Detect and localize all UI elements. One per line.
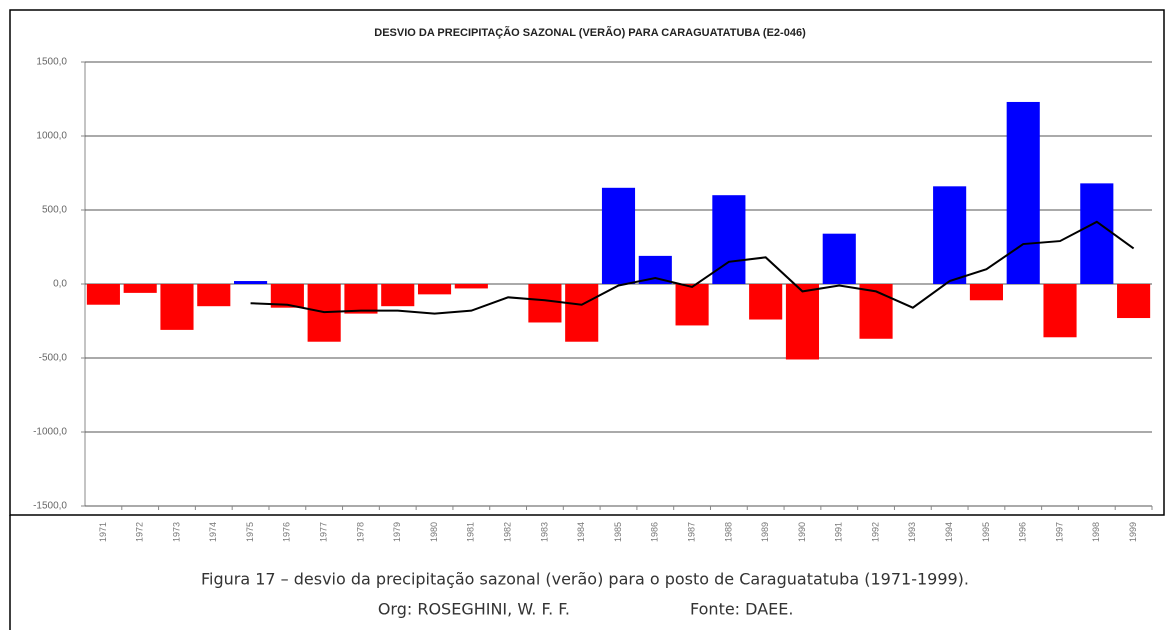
x-tick-label: 1977 — [319, 522, 329, 542]
x-tick-label: 1999 — [1128, 522, 1138, 542]
bar — [528, 284, 562, 323]
x-tick-label: 1982 — [502, 522, 512, 542]
x-tick-label: 1993 — [907, 522, 917, 542]
x-tick-label: 1990 — [797, 522, 807, 542]
y-tick-label: -1000,0 — [33, 427, 67, 438]
x-tick-label: 1991 — [834, 522, 844, 542]
chart-title: DESVIO DA PRECIPITAÇÃO SAZONAL (VERÃO) P… — [374, 26, 806, 39]
bar — [270, 284, 304, 308]
bar — [1117, 284, 1151, 319]
x-tick-label: 1988 — [723, 522, 733, 542]
bar — [197, 284, 231, 307]
x-tick-label: 1986 — [650, 522, 660, 542]
y-tick-label: -500,0 — [39, 353, 68, 364]
x-tick-label: 1975 — [245, 522, 255, 542]
x-tick-label: 1989 — [760, 522, 770, 542]
bar — [417, 284, 452, 295]
bar — [785, 284, 820, 360]
x-tick-label: 1979 — [392, 522, 402, 542]
x-tick-label: 1981 — [466, 522, 476, 542]
x-tick-label: 1983 — [539, 522, 549, 542]
bar — [344, 284, 378, 314]
x-tick-label: 1987 — [686, 522, 696, 542]
y-tick-label: 1500,0 — [36, 57, 67, 68]
x-tick-label: 1985 — [613, 522, 623, 542]
x-tick-label: 1994 — [944, 522, 954, 542]
bar — [601, 187, 636, 284]
bar — [565, 284, 599, 342]
y-tick-label: 0,0 — [53, 279, 67, 290]
bar — [1043, 284, 1077, 338]
x-tick-label: 1971 — [98, 522, 108, 542]
bar — [1006, 101, 1040, 285]
x-tick-label: 1984 — [576, 522, 586, 542]
bar — [859, 284, 893, 339]
y-tick-label: -1500,0 — [33, 501, 67, 512]
bar — [675, 284, 709, 326]
bar — [749, 284, 783, 320]
bar — [123, 284, 157, 293]
org-credit: Org: ROSEGHINI, W. F. F. — [378, 600, 570, 619]
x-tick-label: 1995 — [981, 522, 991, 542]
x-tick-label: 1992 — [870, 522, 880, 542]
x-tick-label: 1980 — [429, 522, 439, 542]
x-tick-label: 1996 — [1018, 522, 1028, 542]
x-tick-label: 1974 — [208, 522, 218, 542]
bar — [969, 284, 1003, 301]
x-tick-label: 1978 — [355, 522, 365, 542]
figure-caption: Figura 17 – desvio da precipitação sazon… — [201, 570, 969, 589]
y-tick-label: 500,0 — [42, 205, 67, 216]
bar — [86, 284, 120, 305]
bar — [454, 284, 488, 289]
x-tick-label: 1973 — [171, 522, 181, 542]
bar — [822, 233, 856, 284]
bar — [160, 284, 194, 330]
bar — [933, 186, 967, 284]
chart-border — [9, 9, 1165, 516]
x-tick-label: 1972 — [135, 522, 145, 542]
bar — [381, 284, 415, 307]
source-credit: Fonte: DAEE. — [690, 600, 793, 619]
trend-line — [250, 220, 1135, 315]
x-tick-label: 1998 — [1091, 522, 1101, 542]
bar — [1080, 183, 1114, 284]
x-tick-label: 1976 — [282, 522, 292, 542]
bar — [234, 281, 268, 284]
x-tick-label: 1997 — [1054, 522, 1064, 542]
y-tick-label: 1000,0 — [36, 131, 67, 142]
